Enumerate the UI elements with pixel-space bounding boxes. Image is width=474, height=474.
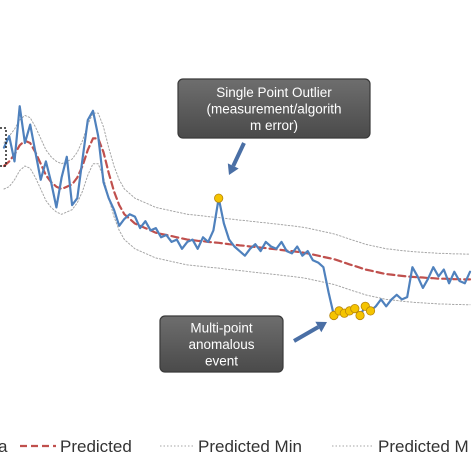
left-edge-marker-icon: [0, 127, 7, 167]
legend-item: Predicted: [20, 437, 132, 456]
anomaly-event-point: [350, 303, 360, 314]
series-layer: [2, 105, 472, 317]
legend: a Predicted Predicted Min Predicted M: [0, 437, 469, 456]
callout-box: [177, 78, 371, 139]
legend-label: a: [0, 437, 8, 456]
series-line-predicted-max: [3, 112, 471, 255]
anomaly-event-point: [365, 306, 376, 316]
series-line-data: [2, 105, 472, 317]
legend-label: Predicted M: [378, 437, 469, 456]
callout-arrow: [293, 325, 320, 343]
legend-label: Predicted: [60, 437, 132, 456]
legend-item: Predicted Min: [160, 437, 302, 456]
anomaly-event-point: [355, 310, 365, 321]
callout-text-line: (measurement/algorith: [206, 102, 341, 117]
legend-item: Predicted M: [332, 437, 469, 456]
callout-arrow-head: [315, 321, 327, 333]
legend-label: Predicted Min: [198, 437, 302, 456]
series-line-predicted-min: [3, 163, 471, 306]
callout-text-line: Single Point Outlier: [216, 85, 332, 100]
callout-arrow: [231, 142, 246, 167]
anomaly-marker-layer: [0, 127, 376, 321]
callout-text-line: Multi-point: [190, 321, 253, 336]
callout-text-line: m error): [250, 118, 298, 133]
callout-arrow-head: [227, 163, 239, 175]
callout-text-line: anomalous: [188, 337, 254, 352]
callout-single-point-outlier: Single Point Outlier (measurement/algorit…: [177, 78, 371, 175]
legend-item: a: [0, 437, 8, 456]
callout-box: [159, 315, 284, 373]
callout-text-line: event: [205, 354, 238, 369]
outlier-point: [214, 193, 224, 203]
annotation-layer: Single Point Outlier (measurement/algorit…: [159, 78, 371, 373]
